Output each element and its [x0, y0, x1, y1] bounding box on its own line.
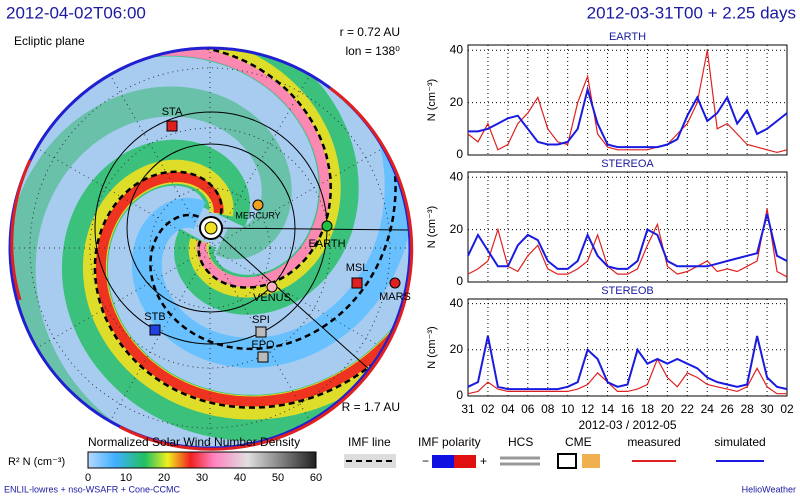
legend-imf-polarity: IMF polarity [418, 435, 481, 449]
legend-swatch [582, 454, 600, 468]
x-tick-label: 06 [521, 402, 535, 416]
x-tick-label: 10 [561, 402, 575, 416]
measured-line [467, 357, 787, 395]
body-marker [166, 120, 178, 132]
scale-label: R = 1.7 AU [342, 400, 400, 414]
polar-grid [209, 147, 384, 249]
colorbar [87, 451, 317, 469]
body-label: STB [144, 311, 165, 323]
body-marker [255, 326, 267, 338]
x-tick-label: 02 [780, 402, 794, 416]
body-label: EPO [251, 339, 275, 351]
colorbar-tick: 30 [196, 472, 208, 484]
x-tick-label: 24 [701, 402, 715, 416]
y-tick-label: 40 [450, 169, 464, 183]
body-label: VENUS [253, 292, 291, 304]
x-tick-label: 12 [581, 402, 595, 416]
simulated-line [467, 213, 788, 270]
plane-label: Ecliptic plane [14, 34, 85, 48]
panel-title: STEREOB [601, 285, 654, 297]
x-tick-label: 26 [721, 402, 735, 416]
body-marker [266, 281, 278, 293]
y-tick-label: 20 [450, 95, 464, 109]
x-tick-label: 30 [760, 402, 774, 416]
lon-label: lon = 138⁰ [345, 44, 400, 58]
legend-hcs: HCS [508, 435, 533, 449]
colorbar-tick: 20 [158, 472, 170, 484]
colorbar-tick: 50 [272, 472, 284, 484]
legend-simulated: simulated [714, 435, 765, 449]
map-rim-red [119, 86, 414, 451]
colorbar-tick: 40 [234, 472, 246, 484]
x-tick-label: 16 [621, 402, 635, 416]
plot-area [467, 44, 788, 156]
y-axis-label: N (cm⁻³) [426, 326, 438, 368]
polar-grid [36, 147, 211, 249]
body-marker [351, 277, 363, 289]
y-tick-label: 40 [450, 42, 464, 56]
colorbar-tick: 60 [310, 472, 322, 484]
y-tick-label: 40 [450, 296, 464, 310]
body-marker [149, 324, 161, 336]
panel-title: EARTH [609, 31, 646, 43]
body-label: STA [162, 106, 183, 118]
probe-line [210, 227, 371, 371]
y-tick-label: 0 [456, 388, 463, 402]
x-tick-label: 14 [601, 402, 615, 416]
y-tick-label: 20 [450, 342, 464, 356]
polar-grid [209, 247, 384, 349]
map-title: 2012-04-02T06:00 [6, 3, 146, 22]
x-tick-label: 04 [501, 402, 515, 416]
y-axis-label: N (cm⁻³) [426, 79, 438, 121]
colorbar-tick: 10 [120, 472, 132, 484]
x-tick-label: 28 [740, 402, 754, 416]
legend-cme: CME [565, 435, 592, 449]
x-tick-label: 18 [641, 402, 655, 416]
legend-swatch [557, 453, 577, 469]
body-marker [389, 277, 401, 289]
footer-left: ENLIL-lowres + nso-WSAFR + Cone-CCMC [4, 484, 181, 494]
colorbar-title: Normalized Solar Wind Number Density [88, 435, 300, 449]
polar-grid [209, 74, 311, 249]
body-label: SPI [252, 314, 270, 326]
legend-measured: measured [627, 435, 680, 449]
orbit [126, 143, 296, 313]
legend-plus: + [480, 454, 487, 468]
earth-line [210, 227, 410, 231]
body-label: MARS [379, 291, 411, 303]
legend-imf-line: IMF line [348, 435, 391, 449]
y-tick-label: 20 [450, 222, 464, 236]
chart-title: 2012-03-31T00 + 2.25 days [587, 3, 796, 22]
body-label: EARTH [308, 238, 345, 250]
radius-label: r = 0.72 AU [340, 25, 400, 39]
y-tick-label: 0 [456, 274, 463, 288]
body-label: MERCURY [235, 210, 280, 220]
colorbar-label: R² N (cm⁻³) [8, 456, 65, 468]
colorbar-tick: 0 [85, 472, 91, 484]
legend-minus: − [422, 454, 429, 468]
measured-line [467, 208, 788, 278]
y-tick-label: 0 [456, 147, 463, 161]
body-marker [257, 351, 269, 363]
x-axis-label: 2012-03 / 2012-05 [578, 418, 676, 432]
x-tick-label: 22 [681, 402, 695, 416]
polar-grid [36, 247, 211, 349]
x-tick-label: 02 [481, 402, 495, 416]
sun [204, 221, 218, 235]
footer-right: HelioWeather [742, 484, 796, 494]
panel-title: STEREOA [601, 158, 654, 170]
legend-swatch [432, 455, 454, 468]
x-tick-label: 31 [461, 402, 475, 416]
body-label: MSL [346, 262, 369, 274]
x-tick-label: 20 [661, 402, 675, 416]
y-axis-label: N (cm⁻³) [426, 206, 438, 248]
legend-swatch [454, 455, 476, 468]
body-marker [321, 220, 333, 232]
map-rim-red [10, 159, 32, 301]
simulated-line [468, 85, 788, 149]
body-marker [252, 199, 264, 211]
x-tick-label: 08 [541, 402, 555, 416]
simulated-line [467, 335, 788, 391]
